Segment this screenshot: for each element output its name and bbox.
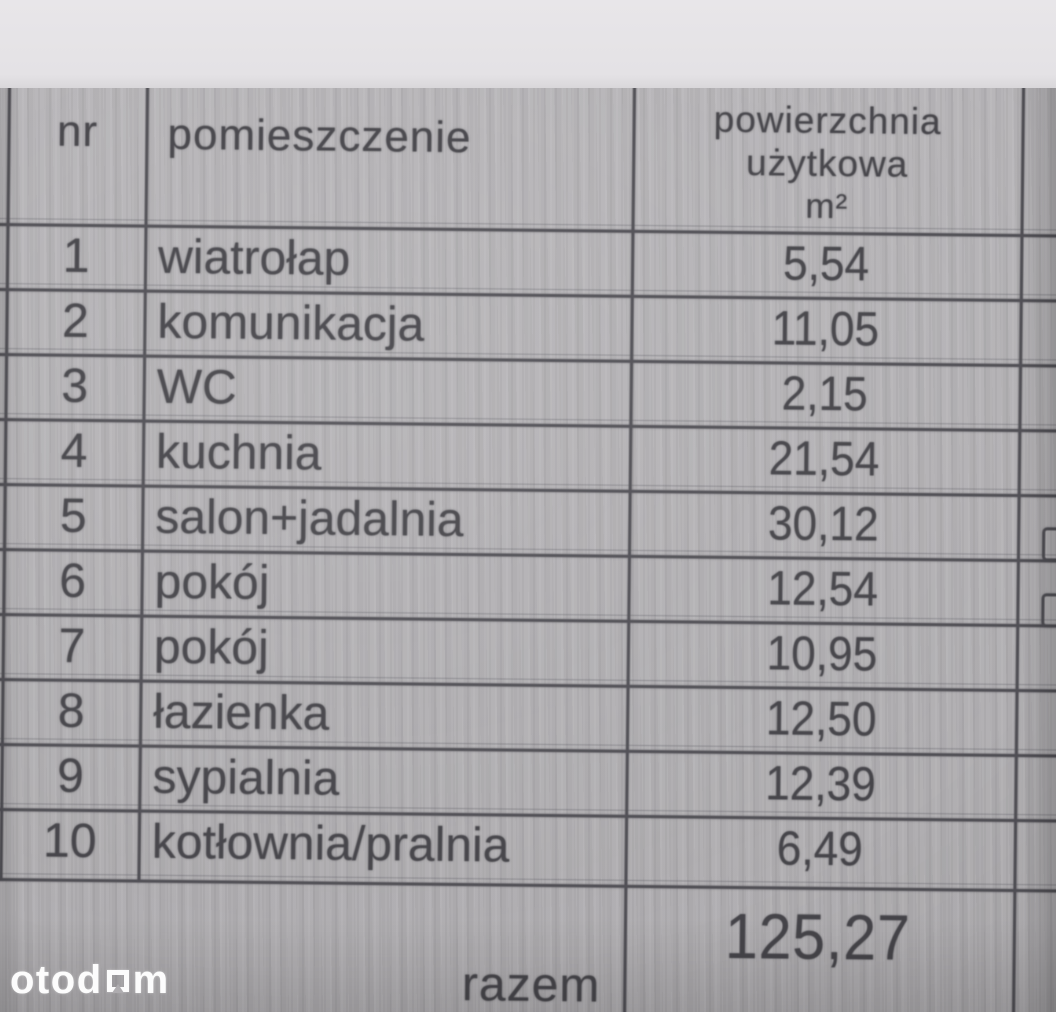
row-number: 7 bbox=[58, 619, 86, 673]
header-area-line2: użytkowa bbox=[745, 142, 909, 185]
room-area: 12,50 bbox=[765, 692, 877, 747]
room-name: łazienka bbox=[152, 685, 330, 741]
room-name: salon+jadalnia bbox=[155, 490, 464, 548]
otodom-watermark: otod m bbox=[10, 960, 170, 1000]
row-number: 1 bbox=[62, 229, 90, 283]
header-area-line1: powierzchnia bbox=[713, 98, 942, 143]
background-strip bbox=[0, 0, 1056, 88]
room-area: 12,39 bbox=[764, 757, 877, 812]
room-name: pokój bbox=[153, 620, 269, 675]
row-number: 2 bbox=[61, 294, 90, 348]
cropped-next-column-mark bbox=[1041, 593, 1056, 628]
table-row: 10 kotłownia/pralnia 6,49 bbox=[0, 808, 1048, 884]
room-name: komunikacja bbox=[157, 295, 425, 352]
total-label: razem bbox=[461, 958, 601, 1012]
table-row: 5 salon+jadalnia 30,12 bbox=[0, 483, 1052, 559]
header-area-unit: m² bbox=[805, 186, 849, 227]
room-area: 12,54 bbox=[767, 562, 879, 617]
row-number: 5 bbox=[59, 489, 87, 543]
room-name: kuchnia bbox=[155, 425, 322, 481]
table-row: 2 komunikacja 11,05 bbox=[0, 288, 1054, 364]
table-row: 7 pokój 10,95 bbox=[0, 613, 1050, 689]
table-row: 1 wiatrołap 5,54 bbox=[0, 223, 1054, 299]
room-name: kotłownia/pralnia bbox=[151, 815, 510, 873]
header-nr: nr bbox=[56, 106, 99, 157]
room-name: pokój bbox=[154, 555, 270, 610]
row-number: 9 bbox=[56, 749, 85, 803]
table-row: 6 pokój 12,54 bbox=[0, 548, 1051, 624]
row-number: 6 bbox=[59, 554, 87, 608]
row-number: 10 bbox=[42, 814, 97, 869]
otodom-square-notch bbox=[111, 984, 124, 993]
room-name: sypialnia bbox=[152, 750, 340, 806]
total-value: 125,27 bbox=[724, 899, 912, 974]
room-area: 6,49 bbox=[776, 822, 864, 877]
room-name: WC bbox=[156, 360, 238, 415]
table-row: 8 łazienka 12,50 bbox=[0, 678, 1050, 754]
room-name: wiatrołap bbox=[157, 230, 351, 286]
row-number: 3 bbox=[61, 359, 89, 413]
row-number: 8 bbox=[57, 684, 85, 738]
table-row: 9 sypialnia 12,39 bbox=[0, 743, 1049, 819]
watermark-text-prefix: otod bbox=[10, 958, 103, 1002]
table-row: 3 WC 2,15 bbox=[0, 353, 1053, 429]
otodom-square-icon bbox=[106, 970, 129, 993]
watermark-text-suffix: m bbox=[132, 958, 170, 1002]
header-room: pomieszczenie bbox=[167, 109, 472, 163]
area-table: nr pomieszczenie powierzchnia użytkowa m… bbox=[0, 88, 1056, 1012]
row-number: 4 bbox=[60, 424, 88, 478]
cropped-next-column-mark bbox=[1041, 527, 1056, 562]
table-row: 4 kuchnia 21,54 bbox=[0, 418, 1052, 494]
room-area: 2,15 bbox=[781, 367, 868, 422]
room-area: 11,05 bbox=[771, 302, 880, 357]
room-area: 21,54 bbox=[768, 432, 880, 487]
floorplan-area-table-photo: nr pomieszczenie powierzchnia użytkowa m… bbox=[0, 88, 1056, 1012]
room-area: 10,95 bbox=[766, 627, 878, 682]
room-area: 30,12 bbox=[767, 497, 879, 552]
room-area: 5,54 bbox=[782, 237, 870, 292]
